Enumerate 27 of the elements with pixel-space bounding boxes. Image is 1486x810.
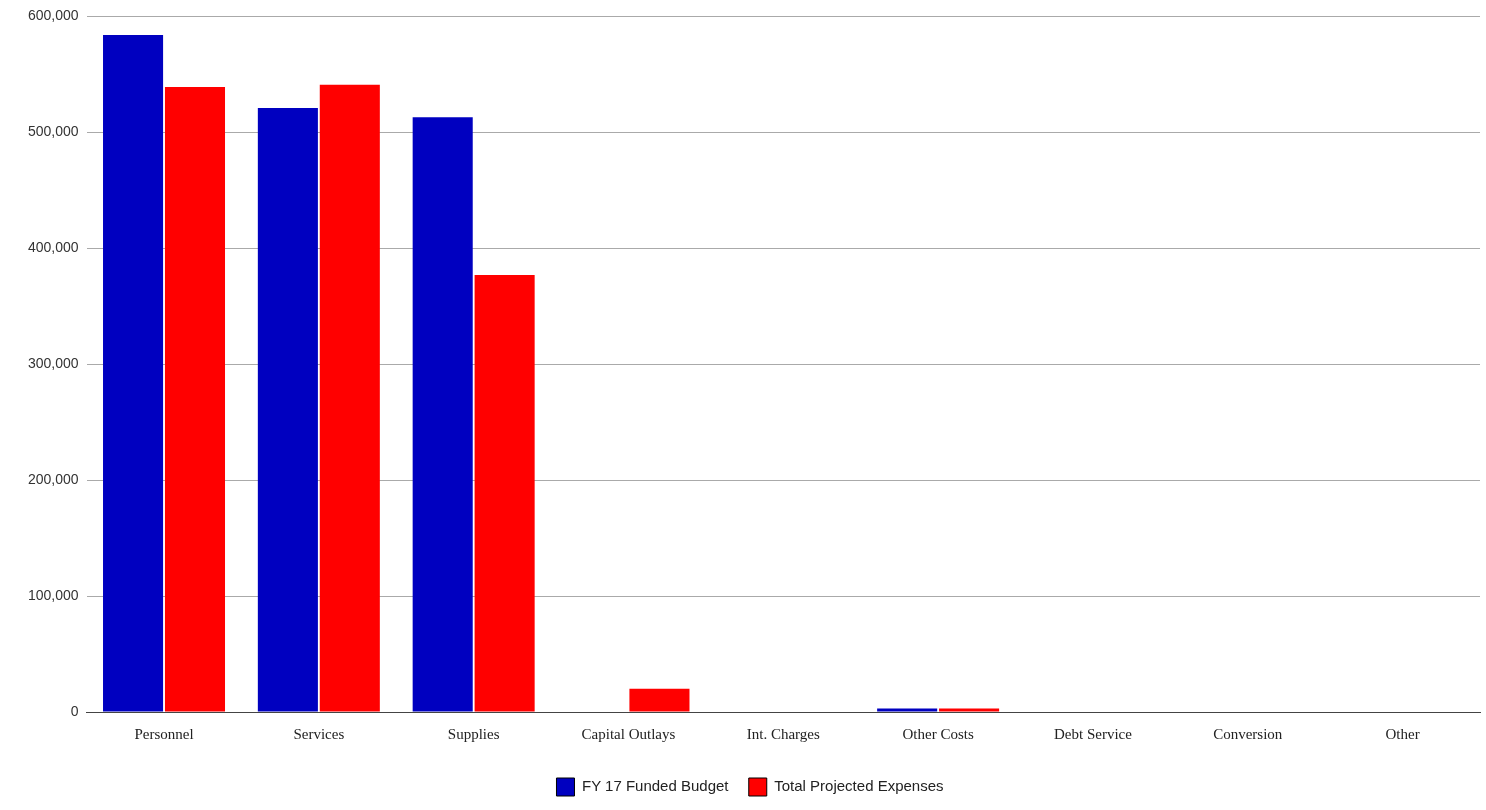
x-tick-label: Other xyxy=(1385,725,1420,742)
y-tick-label: 200,000 xyxy=(28,470,79,487)
legend-label: FY 17 Funded Budget xyxy=(581,777,730,795)
x-tick-label: Supplies xyxy=(447,725,500,742)
x-tick-label: Debt Service xyxy=(1054,725,1133,742)
x-tick-label: Services xyxy=(293,725,345,742)
x-tick-label: Int. Charges xyxy=(746,725,820,742)
bar xyxy=(939,708,1000,712)
bar xyxy=(257,107,318,712)
x-tick-label: Personnel xyxy=(134,725,194,742)
legend-label: Total Projected Expenses xyxy=(774,777,944,795)
bar xyxy=(103,34,164,712)
x-tick-label: Other Costs xyxy=(902,725,974,742)
y-tick-label: 600,000 xyxy=(28,7,79,24)
bar xyxy=(319,84,380,712)
bar xyxy=(164,87,226,712)
y-tick-label: 300,000 xyxy=(28,355,79,372)
y-tick-label: 500,000 xyxy=(28,123,79,140)
y-tick-label: 100,000 xyxy=(28,586,79,603)
bar xyxy=(629,688,690,712)
y-tick-label: 400,000 xyxy=(28,239,79,256)
x-tick-label: Capital Outlays xyxy=(581,725,676,742)
bar xyxy=(412,117,473,712)
x-tick-label: Conversion xyxy=(1213,725,1283,742)
bar xyxy=(474,274,535,712)
y-tick-label: 0 xyxy=(70,702,79,719)
bar xyxy=(877,708,938,712)
